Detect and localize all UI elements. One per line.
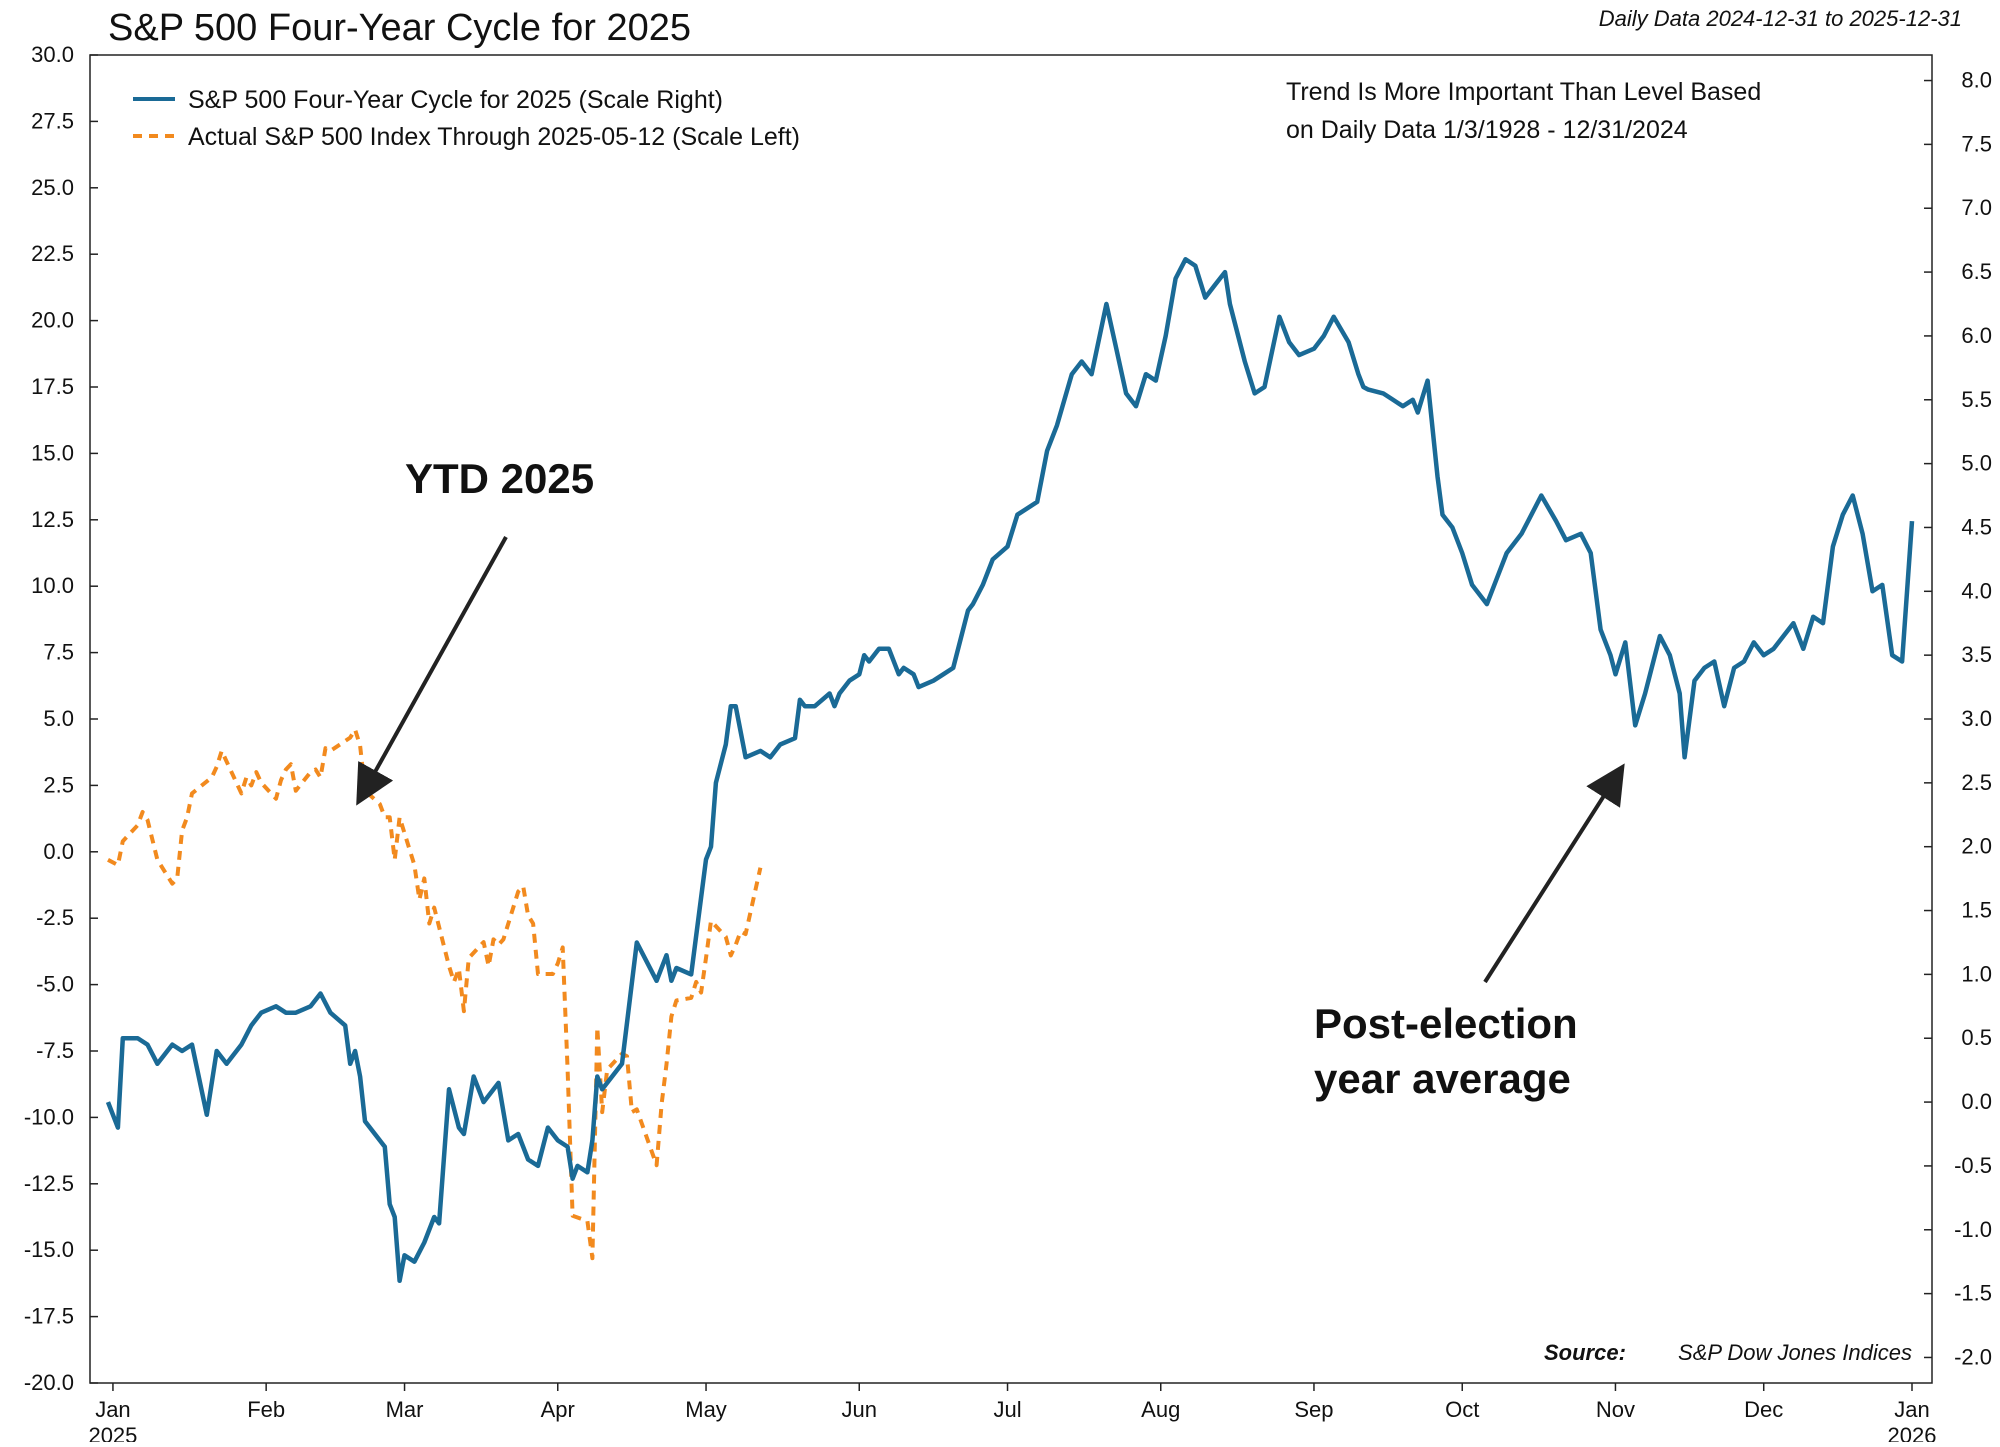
y-axis-left: 30.0 27.5 25.0 22.5 20.0 17.5 15.0 12.5 10.0 7.5 5…: [24, 42, 98, 1395]
x-tick-label: Nov: [1596, 1397, 1635, 1422]
y-right-tick-label: 7.0: [1961, 195, 1992, 220]
y-left-tick-label: -7.5: [36, 1038, 74, 1063]
source-label: Source:: [1544, 1340, 1626, 1365]
y-left-tick-label: 10.0: [31, 573, 74, 598]
legend-label-cycle: S&P 500 Four-Year Cycle for 2025 (Scale …: [188, 86, 723, 114]
annotation-post-election: Post-election year average: [1314, 763, 1625, 1102]
trend-note-line-2: on Daily Data 1/3/1928 - 12/31/2024: [1286, 116, 1688, 144]
y-right-tick-label: 2.5: [1961, 770, 1992, 795]
x-tick-label: Jan: [1894, 1397, 1929, 1422]
annotation-post-election-arrow: [1483, 763, 1625, 984]
y-right-tick-label: 1.5: [1961, 898, 1992, 923]
y-left-tick-label: -20.0: [24, 1370, 74, 1395]
y-left-tick-label: -12.5: [24, 1171, 74, 1196]
source: Source: S&P Dow Jones Indices: [1544, 1340, 1912, 1365]
y-right-tick-label: 2.0: [1961, 834, 1992, 859]
chart-subtitle: Daily Data 2024-12-31 to 2025-12-31: [1599, 6, 1962, 31]
y-left-tick-label: 12.5: [31, 507, 74, 532]
y-right-tick-label: -1.0: [1954, 1217, 1992, 1242]
y-right-tick-label: 8.0: [1961, 68, 1992, 93]
legend: S&P 500 Four-Year Cycle for 2025 (Scale …: [133, 86, 800, 151]
y-right-tick-label: 3.5: [1961, 642, 1992, 667]
series-layer: [105, 257, 1915, 1284]
annotation-ytd-label: YTD 2025: [405, 455, 594, 502]
annotation-post-election-label-2: year average: [1314, 1055, 1571, 1102]
y-right-tick-label: 5.0: [1961, 451, 1992, 476]
y-right-tick-label: 6.0: [1961, 323, 1992, 348]
x-tick-label: Oct: [1445, 1397, 1479, 1422]
x-tick-label: Jul: [993, 1397, 1021, 1422]
x-year-label: 2025: [88, 1423, 137, 1442]
y-right-tick-label: 4.0: [1961, 578, 1992, 603]
series-line-actual: [107, 727, 763, 1261]
chart-title: S&P 500 Four-Year Cycle for 2025: [108, 7, 691, 49]
source-text: S&P Dow Jones Indices: [1678, 1340, 1912, 1365]
y-left-tick-label: 5.0: [43, 706, 74, 731]
trend-note-line-1: Trend Is More Important Than Level Based: [1286, 78, 1761, 106]
annotation-ytd-arrow: [356, 536, 508, 806]
y-left-tick-label: 30.0: [31, 42, 74, 67]
y-left-tick-label: -17.5: [24, 1304, 74, 1329]
y-left-tick-label: -15.0: [24, 1237, 74, 1262]
x-tick-label: Apr: [541, 1397, 575, 1422]
annotation-post-election-label-1: Post-election: [1314, 1000, 1578, 1047]
y-left-tick-label: 17.5: [31, 374, 74, 399]
y-left-tick-label: 0.0: [43, 839, 74, 864]
y-right-tick-label: -0.5: [1954, 1153, 1992, 1178]
y-right-tick-label: 0.5: [1961, 1025, 1992, 1050]
annotation-ytd: YTD 2025: [356, 455, 594, 806]
y-left-tick-label: -5.0: [36, 972, 74, 997]
y-left-tick-label: 27.5: [31, 108, 74, 133]
y-left-tick-label: 22.5: [31, 241, 74, 266]
x-year-label: 2026: [1888, 1423, 1937, 1442]
y-right-tick-label: 1.0: [1961, 961, 1992, 986]
x-tick-label: Feb: [247, 1397, 285, 1422]
y-right-tick-label: 6.5: [1961, 259, 1992, 284]
y-right-tick-label: 5.5: [1961, 387, 1992, 412]
y-left-tick-label: -10.0: [24, 1104, 74, 1129]
y-right-tick-label: -1.5: [1954, 1281, 1992, 1306]
y-left-tick-label: 7.5: [43, 640, 74, 665]
legend-label-actual: Actual S&P 500 Index Through 2025-05-12 …: [188, 123, 800, 151]
y-left-tick-label: 20.0: [31, 308, 74, 333]
series-line-cycle: [105, 257, 1915, 1284]
y-right-tick-label: 3.0: [1961, 706, 1992, 731]
x-tick-label: Aug: [1141, 1397, 1180, 1422]
y-left-tick-label: 2.5: [43, 772, 74, 797]
y-right-tick-label: -2.0: [1954, 1344, 1992, 1369]
x-tick-label: Mar: [386, 1397, 424, 1422]
x-axis: Jan Feb Mar Apr May Jun Jul Aug Sep Oct Nov Dec Jan2…: [88, 1383, 1937, 1447]
y-left-tick-label: 15.0: [31, 440, 74, 465]
x-tick-label: Jan: [95, 1397, 130, 1422]
x-tick-label: May: [685, 1397, 727, 1422]
y-left-tick-label: -2.5: [36, 905, 74, 930]
y-axis-right: 8.0 7.5 7.0 6.5 6.0 5.5 5.0 4.5 4.0 3.5 3.0 2.5 2.0 1…: [1924, 68, 1992, 1369]
x-tick-label: Dec: [1744, 1397, 1783, 1422]
y-right-tick-label: 4.5: [1961, 514, 1992, 539]
plot-area: [89, 54, 1933, 1384]
y-left-tick-label: 25.0: [31, 175, 74, 200]
x-tick-label: Jun: [842, 1397, 877, 1422]
x-tick-label: Sep: [1294, 1397, 1333, 1422]
y-right-tick-label: 7.5: [1961, 131, 1992, 156]
y-right-tick-label: 0.0: [1961, 1089, 1992, 1114]
